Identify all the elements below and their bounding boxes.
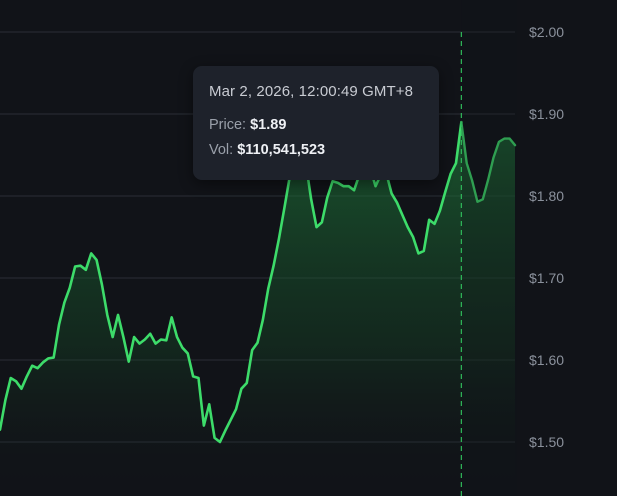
price-tooltip: Mar 2, 2026, 12:00:49 GMT+8 Price: $1.89… (193, 66, 439, 180)
y-tick-label: $1.80 (529, 188, 564, 204)
series-area (0, 122, 515, 496)
tooltip-volume-value: $110,541,523 (237, 142, 326, 158)
tooltip-price-label: Price: (209, 117, 247, 133)
y-axis: $2.00 $1.90 $1.80 $1.70 $1.60 $1.50 (529, 24, 564, 450)
post-cursor-shade (461, 0, 517, 496)
tooltip-date: Mar 2, 2026, 12:00:49 GMT+8 (209, 83, 414, 100)
y-tick-label: $1.50 (529, 434, 564, 450)
tooltip-price-value: $1.89 (250, 117, 287, 133)
tooltip-volume-row: Vol: $110,541,523 (209, 142, 423, 158)
tooltip-volume-label: Vol: (209, 142, 234, 158)
y-tick-label: $1.60 (529, 352, 564, 368)
price-area (0, 0, 517, 496)
y-tick-label: $1.70 (529, 270, 564, 286)
y-tick-label: $2.00 (529, 24, 564, 40)
y-tick-label: $1.90 (529, 106, 564, 122)
tooltip-price-row: Price: $1.89 (209, 117, 423, 133)
series-line-after-cursor (460, 121, 517, 203)
